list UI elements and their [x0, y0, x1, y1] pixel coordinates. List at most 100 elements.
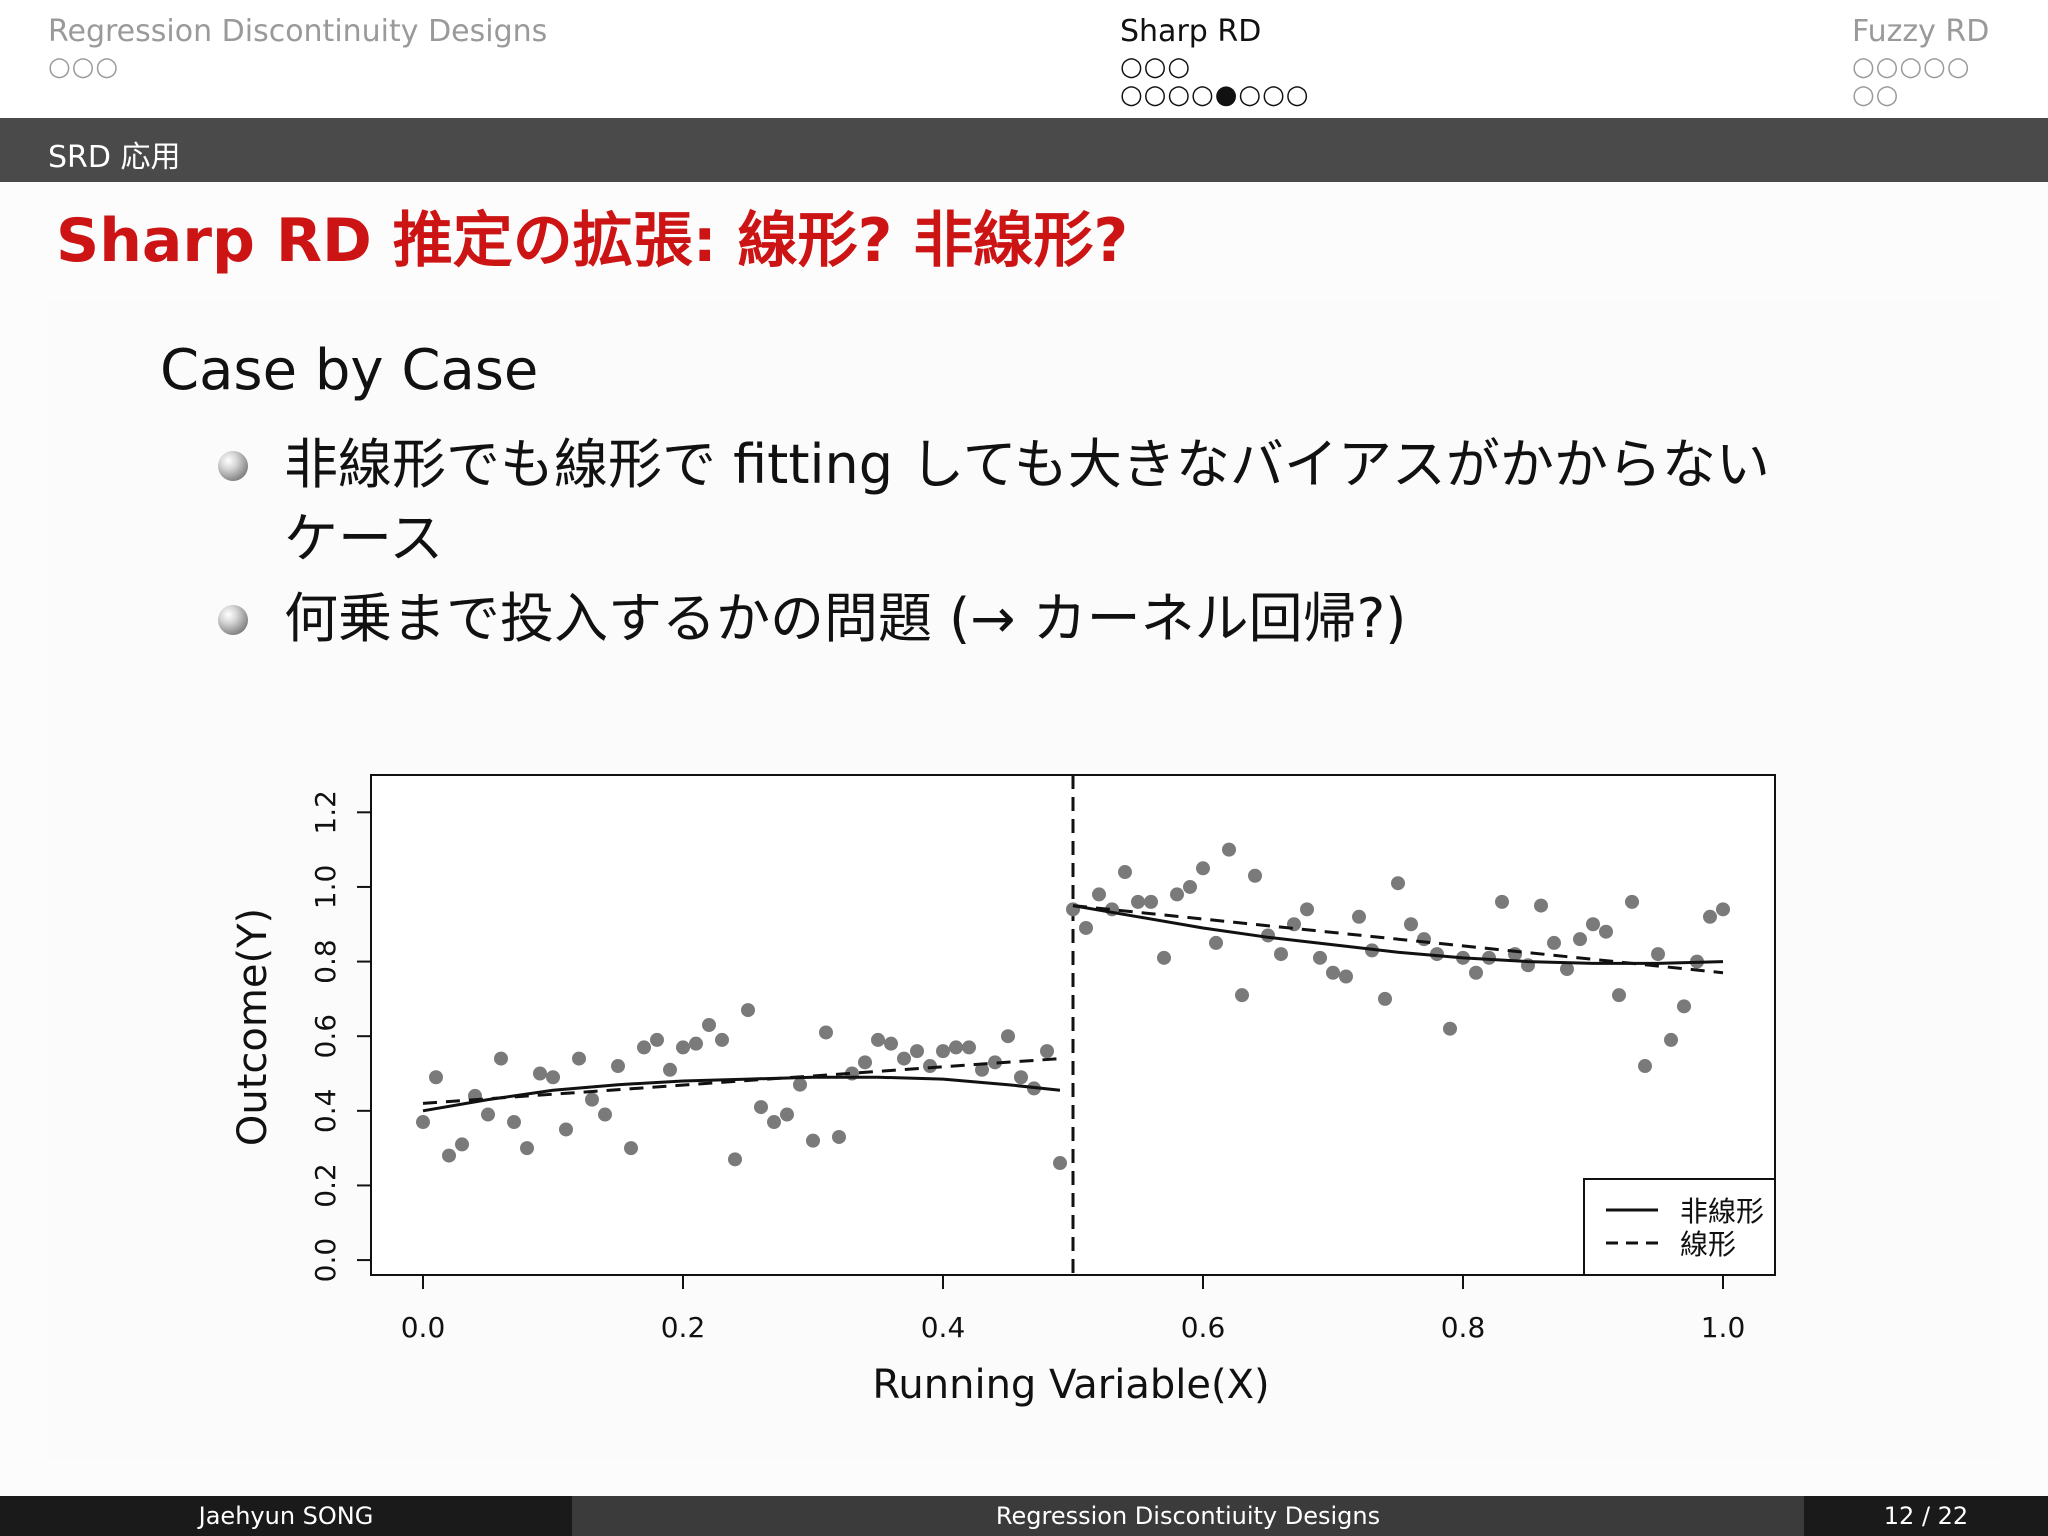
nav-section-regression-discontinuity[interactable]: Regression Discontinuity Designs ○○○	[48, 14, 547, 81]
data-point	[1547, 935, 1561, 950]
data-point	[1053, 1156, 1067, 1171]
data-point	[546, 1070, 560, 1085]
data-point	[1638, 1059, 1652, 1074]
rd-scatter-chart: 0.0 0.2 0.4 0.6 0.8 1.00.00.20.40.60.81.01.2 …	[230, 774, 1776, 1408]
data-point	[1001, 1029, 1015, 1044]
data-point	[871, 1032, 885, 1047]
data-point	[650, 1032, 664, 1047]
data-point	[689, 1036, 703, 1051]
data-point	[1391, 876, 1405, 891]
data-point	[559, 1122, 573, 1137]
data-point	[884, 1036, 898, 1051]
x-tick-label: 1.0	[1701, 1311, 1746, 1344]
nonlinear-fit-line	[1072, 904, 1724, 965]
data-point	[1222, 842, 1236, 857]
data-point	[1664, 1032, 1678, 1047]
subsection-title: SRD 応用	[48, 140, 181, 175]
data-point	[572, 1051, 586, 1066]
data-point	[481, 1107, 495, 1122]
data-point	[1014, 1070, 1028, 1085]
subsection-bar: SRD 応用	[0, 118, 2048, 182]
data-point	[1352, 909, 1366, 924]
footer: Jaehyun SONG Regression Discontiuity Des…	[0, 1496, 2048, 1536]
footer-title: Regression Discontiuity Designs	[572, 1496, 1804, 1536]
data-point	[1651, 947, 1665, 962]
nav-frame-dots[interactable]: ○○○○●○○○	[1120, 80, 1310, 110]
data-point	[585, 1092, 599, 1107]
y-axis-label: Outcome(Y)	[230, 908, 276, 1146]
data-point	[416, 1115, 430, 1130]
y-tick-label: 0.0	[309, 1238, 342, 1283]
nav-subsection-dots[interactable]: ○○○	[48, 52, 120, 82]
data-point	[1716, 902, 1730, 917]
data-point	[533, 1066, 547, 1081]
bullet-text: 非線形でも線形で fitting しても大きなバイアスがかからない ケース	[284, 428, 1924, 576]
data-point	[494, 1051, 508, 1066]
bullet-line: ケース	[284, 507, 444, 570]
nav-subsection-dots[interactable]: ○○○○○	[1852, 52, 1971, 82]
data-point	[637, 1040, 651, 1055]
x-tick-label: 0.4	[921, 1311, 966, 1344]
data-point	[1534, 898, 1548, 913]
legend-box	[1583, 1178, 1776, 1276]
nav-section-label[interactable]: Regression Discontinuity Designs	[48, 14, 548, 49]
x-tick-label: 0.2	[661, 1311, 706, 1344]
data-point	[936, 1044, 950, 1059]
y-tick-label: 0.2	[309, 1163, 342, 1208]
data-point	[598, 1107, 612, 1122]
nav-subsection-dots[interactable]: ○○○	[1120, 52, 1192, 82]
data-point	[1586, 917, 1600, 932]
navigation-bar: Regression Discontinuity Designs ○○○ Sha…	[0, 0, 2048, 118]
legend-label-linear: 線形	[1680, 1228, 1736, 1261]
x-tick-label: 0.6	[1181, 1311, 1226, 1344]
data-point	[897, 1051, 911, 1066]
footer-page-number: 12 / 22	[1804, 1496, 2048, 1536]
bullet-text: 何乗まで投入するかの問題 (→ カーネル回帰?)	[284, 582, 1924, 656]
bullet-ball-icon	[218, 605, 248, 635]
data-point	[1573, 932, 1587, 947]
y-tick-label: 1.0	[309, 865, 342, 910]
chart-legend: 非線形 線形	[1583, 1178, 1776, 1276]
data-point	[741, 1003, 755, 1018]
data-point	[988, 1055, 1002, 1070]
data-point	[1209, 935, 1223, 950]
bullet-ball-icon	[218, 451, 248, 481]
data-point	[1495, 894, 1509, 909]
content-heading: Case by Case	[160, 338, 539, 403]
x-tick-label: 0.8	[1441, 1311, 1486, 1344]
data-point	[1443, 1021, 1457, 1036]
data-point	[962, 1040, 976, 1055]
nav-section-label[interactable]: Sharp RD	[1120, 14, 1262, 49]
data-point	[1079, 920, 1093, 935]
data-point	[1560, 962, 1574, 977]
nav-frame-dots[interactable]: ○○	[1852, 80, 1900, 110]
data-point	[1612, 988, 1626, 1003]
data-point	[1378, 991, 1392, 1006]
bullet-line: 非線形でも線形で fitting しても大きなバイアスがかからない	[284, 433, 1770, 496]
y-tick-label: 0.6	[309, 1014, 342, 1059]
data-point	[806, 1133, 820, 1148]
data-point	[1092, 887, 1106, 902]
data-point	[1469, 965, 1483, 980]
data-point	[975, 1062, 989, 1077]
x-tick-label: 0.0	[401, 1311, 446, 1344]
data-point	[858, 1055, 872, 1070]
frame-title: Sharp RD 推定の拡張: 線形? 非線形?	[56, 206, 1129, 276]
data-point	[1248, 868, 1262, 883]
data-point	[429, 1070, 443, 1085]
data-point	[1404, 917, 1418, 932]
data-point	[1313, 950, 1327, 965]
data-point	[1157, 950, 1171, 965]
x-axis-label: Running Variable(X)	[872, 1362, 1269, 1408]
linear-fit-line	[422, 1057, 1061, 1105]
nav-section-sharp-rd[interactable]: Sharp RD ○○○ ○○○○●○○○	[1120, 14, 1310, 109]
data-point	[1326, 965, 1340, 980]
linear-fit-line	[1072, 904, 1724, 975]
data-point	[715, 1032, 729, 1047]
nav-section-fuzzy-rd[interactable]: Fuzzy RD ○○○○○ ○○	[1852, 14, 1989, 109]
data-point	[520, 1141, 534, 1156]
nav-section-label[interactable]: Fuzzy RD	[1852, 14, 1990, 49]
y-tick-label: 1.2	[309, 790, 342, 835]
data-point	[1274, 947, 1288, 962]
y-tick-label: 0.4	[309, 1089, 342, 1134]
